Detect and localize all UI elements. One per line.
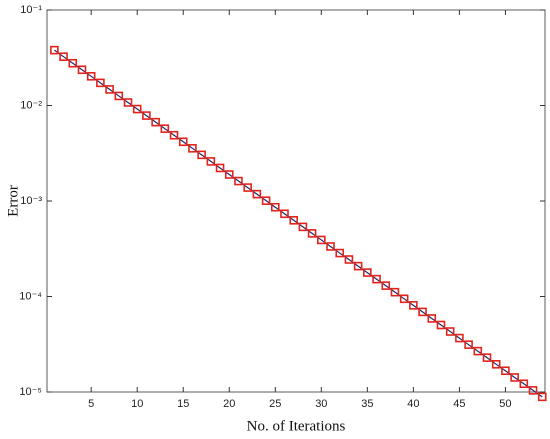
marker (510, 373, 519, 382)
marker (123, 98, 133, 107)
y-tick-label: 10⁻² (20, 99, 42, 111)
marker (473, 346, 483, 356)
marker (298, 222, 308, 232)
marker (68, 58, 78, 68)
marker (243, 183, 252, 192)
marker (344, 255, 354, 264)
marker (151, 117, 160, 127)
marker (188, 144, 197, 153)
x-tick-label: 35 (361, 398, 373, 410)
y-axis-label: Error (5, 185, 21, 217)
marker (197, 150, 206, 160)
marker (86, 72, 96, 81)
marker (317, 235, 326, 245)
marker (537, 392, 547, 402)
marker (160, 124, 170, 133)
x-tick-label: 40 (407, 398, 419, 410)
marker (289, 215, 298, 225)
x-tick-label: 25 (269, 398, 281, 410)
marker (464, 340, 473, 349)
y-tick-label: 10⁻⁴ (19, 290, 42, 302)
marker (142, 111, 151, 120)
marker (390, 287, 400, 297)
plot-area (46, 9, 546, 393)
x-tick-label: 15 (177, 398, 189, 410)
x-tick-label: 50 (499, 398, 511, 410)
series-line (54, 49, 543, 398)
marker (335, 248, 345, 258)
marker (436, 320, 446, 330)
marker (519, 379, 529, 389)
marker (224, 170, 234, 179)
marker (381, 281, 391, 290)
marker (501, 366, 510, 376)
x-tick-label: 30 (315, 398, 327, 410)
marker (482, 353, 492, 362)
marker (418, 307, 427, 317)
marker (114, 91, 124, 101)
marker (178, 137, 188, 147)
marker (353, 261, 363, 271)
x-tick-label: 10 (131, 398, 143, 410)
y-tick-label: 10⁻³ (20, 195, 42, 207)
marker (270, 202, 280, 212)
marker (261, 196, 271, 205)
marker (409, 301, 418, 310)
marker (427, 314, 437, 323)
marker (399, 294, 409, 304)
marker (326, 242, 335, 251)
marker (363, 268, 372, 277)
marker (105, 85, 114, 94)
marker (169, 130, 179, 140)
x-axis-label: No. of Iterations (247, 418, 346, 434)
marker (206, 157, 216, 166)
marker (280, 209, 289, 219)
marker (215, 163, 225, 173)
marker (307, 229, 317, 238)
marker (528, 386, 538, 395)
y-tick-label: 10⁻¹ (20, 4, 42, 16)
marker (96, 78, 105, 88)
marker (77, 65, 87, 75)
marker (132, 104, 142, 114)
marker (234, 176, 243, 186)
marker (455, 333, 464, 343)
x-tick-label: 20 (223, 398, 235, 410)
marker (252, 189, 262, 199)
marker (59, 52, 68, 61)
marker (491, 360, 501, 369)
marker (445, 327, 455, 336)
x-tick-label: 45 (453, 398, 465, 410)
marker (372, 274, 381, 284)
marker (50, 45, 59, 55)
y-tick-label: 10⁻⁵ (19, 386, 42, 398)
x-tick-label: 5 (88, 398, 94, 410)
